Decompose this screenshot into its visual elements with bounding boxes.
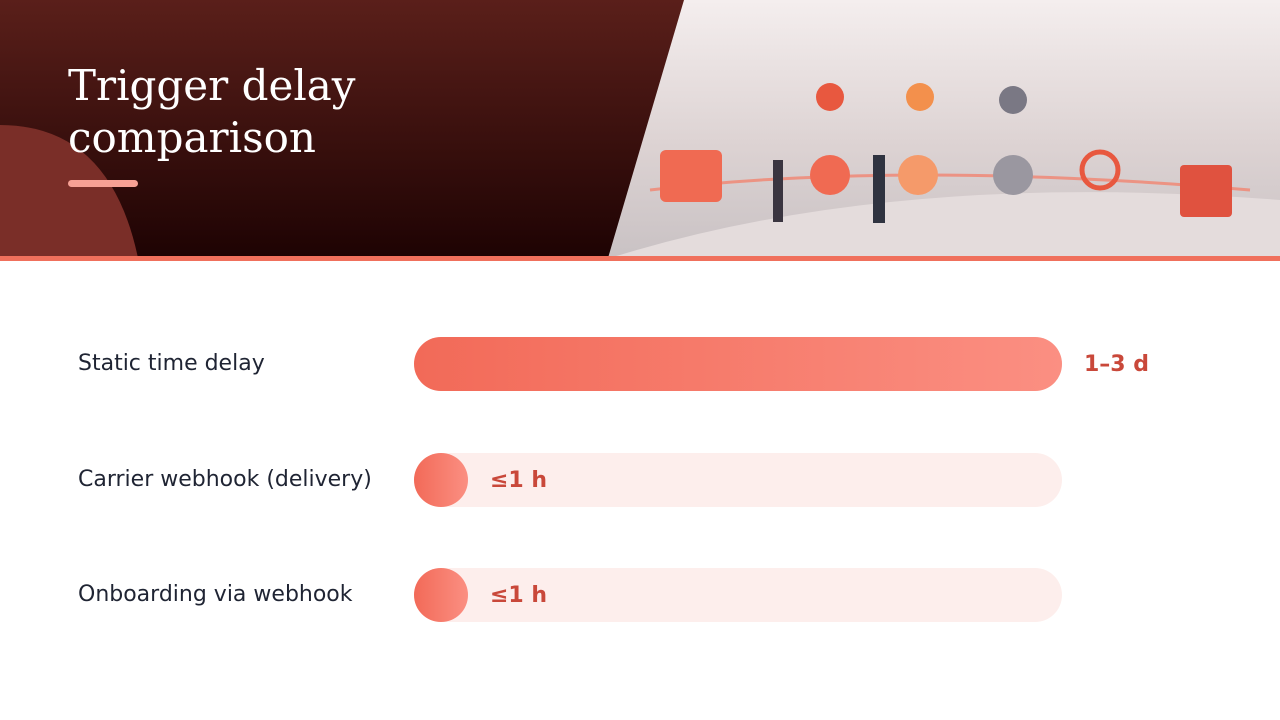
bar — [414, 568, 468, 622]
value-label: ≤1 h — [490, 583, 547, 608]
chart-title: Trigger delay comparison — [68, 61, 356, 162]
bar — [414, 453, 468, 507]
header-rule — [0, 256, 1280, 261]
value-label: ≤1 h — [490, 468, 547, 493]
category-label: Onboarding via webhook — [78, 582, 353, 607]
value-label: 1–3 d — [1084, 352, 1149, 377]
bar — [414, 337, 1062, 391]
category-label: Carrier webhook (delivery) — [78, 467, 372, 492]
header-shape — [0, 125, 138, 258]
bar-track — [414, 568, 1062, 622]
title-accent — [68, 180, 138, 187]
bar-track — [414, 453, 1062, 507]
illustration — [608, 83, 1280, 258]
category-label: Static time delay — [78, 351, 265, 376]
